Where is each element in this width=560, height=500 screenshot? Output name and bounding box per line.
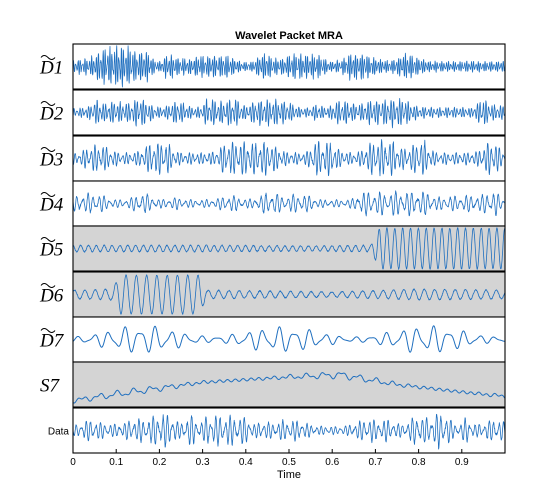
panel-d6: D6 <box>39 271 506 318</box>
row-label-d4: D4 <box>39 195 64 216</box>
row-label-tilde-d1 <box>40 55 56 60</box>
x-axis: 0 0.1 0.2 0.3 0.4 0.5 0.6 0.7 0.8 0.9 <box>70 449 469 468</box>
series-line-d4 <box>72 190 506 217</box>
series-line-d2 <box>72 98 506 129</box>
x-tick-label: 0.3 <box>196 457 210 468</box>
row-label-tilde-d4 <box>40 192 56 197</box>
x-tick-label: 0.5 <box>282 457 296 468</box>
panel-s7-frame <box>72 361 506 408</box>
panel-d2-frame <box>72 89 506 136</box>
x-axis-label: Time <box>277 469 301 481</box>
chart-title: Wavelet Packet MRA <box>235 30 343 42</box>
x-tick-label: 0.9 <box>455 457 469 468</box>
row-label-tilde-d7 <box>40 328 56 333</box>
panel-d3-background <box>73 136 505 181</box>
row-label-s7: S7 <box>40 376 61 397</box>
panel-d2: D2 <box>39 89 506 136</box>
panel-d5-frame <box>72 225 506 272</box>
row-label-data: Data <box>48 427 70 438</box>
series-line-s7 <box>72 372 506 404</box>
x-tick-label: 0.4 <box>239 457 253 468</box>
panel-d3: D3 <box>39 135 506 182</box>
row-label-tilde-d2 <box>40 101 56 106</box>
row-label-tilde-d6 <box>40 283 56 288</box>
row-label-tilde-d5 <box>40 237 56 242</box>
row-label-d6: D6 <box>39 286 64 307</box>
series-line-d1 <box>72 45 506 88</box>
panel-d4: D4 <box>39 180 506 227</box>
panel-d1-frame <box>72 43 506 90</box>
x-tick-label: 0.8 <box>412 457 426 468</box>
x-tick-label: 0.7 <box>368 457 382 468</box>
panel-stack: D1 D2 D3 D4 D5 D6 D7 S7 Data <box>39 43 506 454</box>
row-label-d1: D1 <box>39 58 63 79</box>
series-line-d3 <box>72 139 506 177</box>
row-label-d5: D5 <box>39 240 63 261</box>
row-label-d2: D2 <box>39 104 64 125</box>
panel-d6-background <box>73 272 505 317</box>
panel-d7: D7 <box>39 316 506 363</box>
panel-data: Data <box>48 407 506 454</box>
series-line-d5 <box>72 227 506 270</box>
row-label-d3: D3 <box>39 150 63 171</box>
series-line-d7 <box>72 325 506 353</box>
series-line-d6 <box>72 274 506 315</box>
panel-d1: D1 <box>39 43 506 90</box>
panel-s7: S7 <box>40 361 506 408</box>
x-tick-label: 0 <box>70 457 76 468</box>
row-label-tilde-d3 <box>40 147 56 152</box>
series-line-data <box>72 413 506 450</box>
x-tick-label: 0.1 <box>109 457 123 468</box>
panel-s7-background <box>73 362 505 407</box>
row-label-d7: D7 <box>39 331 65 352</box>
x-tick-label: 0.2 <box>152 457 166 468</box>
x-tick-label: 0.6 <box>325 457 339 468</box>
panel-d5: D5 <box>39 225 506 272</box>
